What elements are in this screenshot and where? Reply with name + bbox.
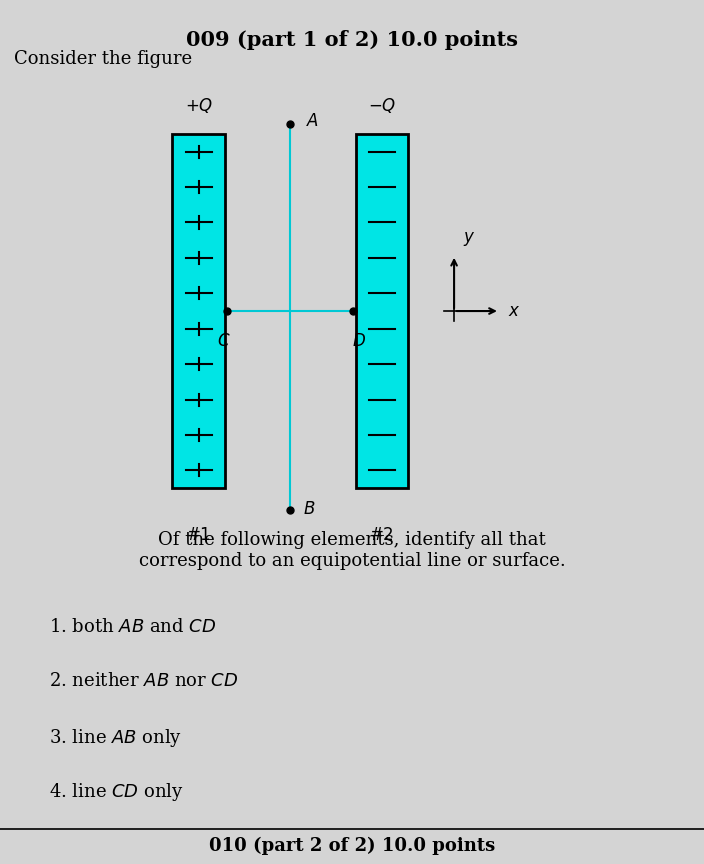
Text: $x$: $x$ — [508, 302, 521, 320]
Text: $A$: $A$ — [306, 113, 319, 130]
Text: $B$: $B$ — [303, 501, 315, 518]
Text: $\#1$: $\#1$ — [187, 527, 211, 544]
Text: $C$: $C$ — [217, 333, 231, 350]
FancyBboxPatch shape — [172, 134, 225, 488]
FancyBboxPatch shape — [356, 134, 408, 488]
Text: $D$: $D$ — [352, 333, 366, 350]
Text: 010 (part 2 of 2) 10.0 points: 010 (part 2 of 2) 10.0 points — [209, 836, 495, 854]
Text: 4. line $CD$ only: 4. line $CD$ only — [49, 781, 184, 803]
Text: 3. line $AB$ only: 3. line $AB$ only — [49, 727, 182, 748]
Text: Consider the figure: Consider the figure — [14, 50, 192, 68]
Text: Of the following elements, identify all that
correspond to an equipotential line: Of the following elements, identify all … — [139, 531, 565, 570]
Text: 1. both $AB$ and $CD$: 1. both $AB$ and $CD$ — [49, 618, 217, 636]
Text: $y$: $y$ — [463, 230, 475, 248]
Text: $+Q$: $+Q$ — [184, 96, 213, 115]
Text: 009 (part 1 of 2) 10.0 points: 009 (part 1 of 2) 10.0 points — [186, 30, 518, 50]
Text: 2. neither $AB$ nor $CD$: 2. neither $AB$ nor $CD$ — [49, 672, 239, 690]
Text: $\#2$: $\#2$ — [370, 527, 394, 544]
Text: $-Q$: $-Q$ — [367, 96, 396, 115]
